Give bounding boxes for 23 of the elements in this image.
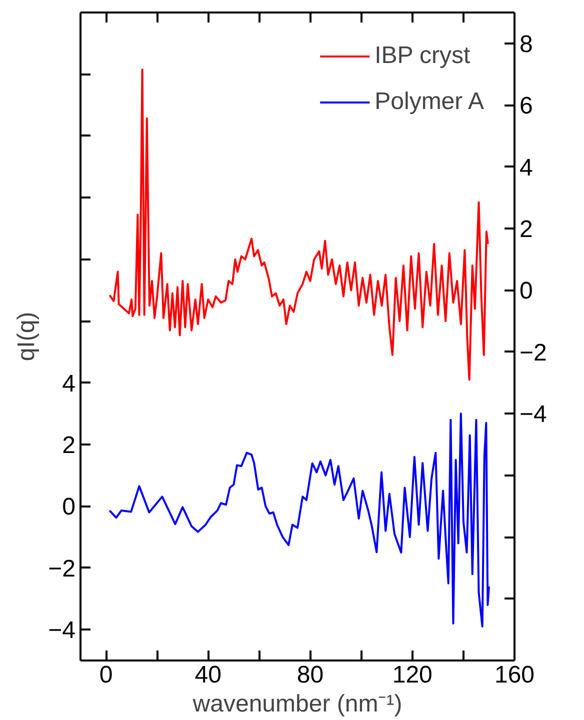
line-series [108, 68, 489, 381]
y2-tick-label: −2 [520, 339, 547, 366]
x-tick-label: 40 [194, 662, 222, 688]
y-tick-label: −4 [48, 617, 76, 644]
line-series [108, 412, 490, 628]
y2-tick-label: −4 [520, 401, 547, 428]
x-tick-label: 80 [296, 662, 324, 688]
y-axis-title: qI(q) [13, 312, 40, 362]
y-tick-label: 0 [62, 494, 76, 521]
y2-tick-label: 8 [520, 30, 533, 58]
x-tick-label: 160 [494, 662, 535, 688]
y2-tick-label: 6 [520, 92, 533, 120]
y-tick-label: −2 [48, 555, 76, 582]
y2-tick-label: 4 [520, 154, 533, 182]
y-tick-label: 2 [62, 432, 76, 459]
x-axis-title: wavenumber (nm⁻¹) [192, 690, 402, 718]
y-tick-label: 4 [62, 370, 76, 398]
legend-label: Polymer A [374, 88, 484, 116]
legend-label: IBP cryst [374, 42, 470, 70]
y2-tick-label: 0 [520, 278, 533, 305]
x-tick-label: 120 [392, 662, 432, 688]
x-tick-label: 0 [99, 662, 113, 688]
y2-tick-label: 2 [520, 216, 533, 243]
